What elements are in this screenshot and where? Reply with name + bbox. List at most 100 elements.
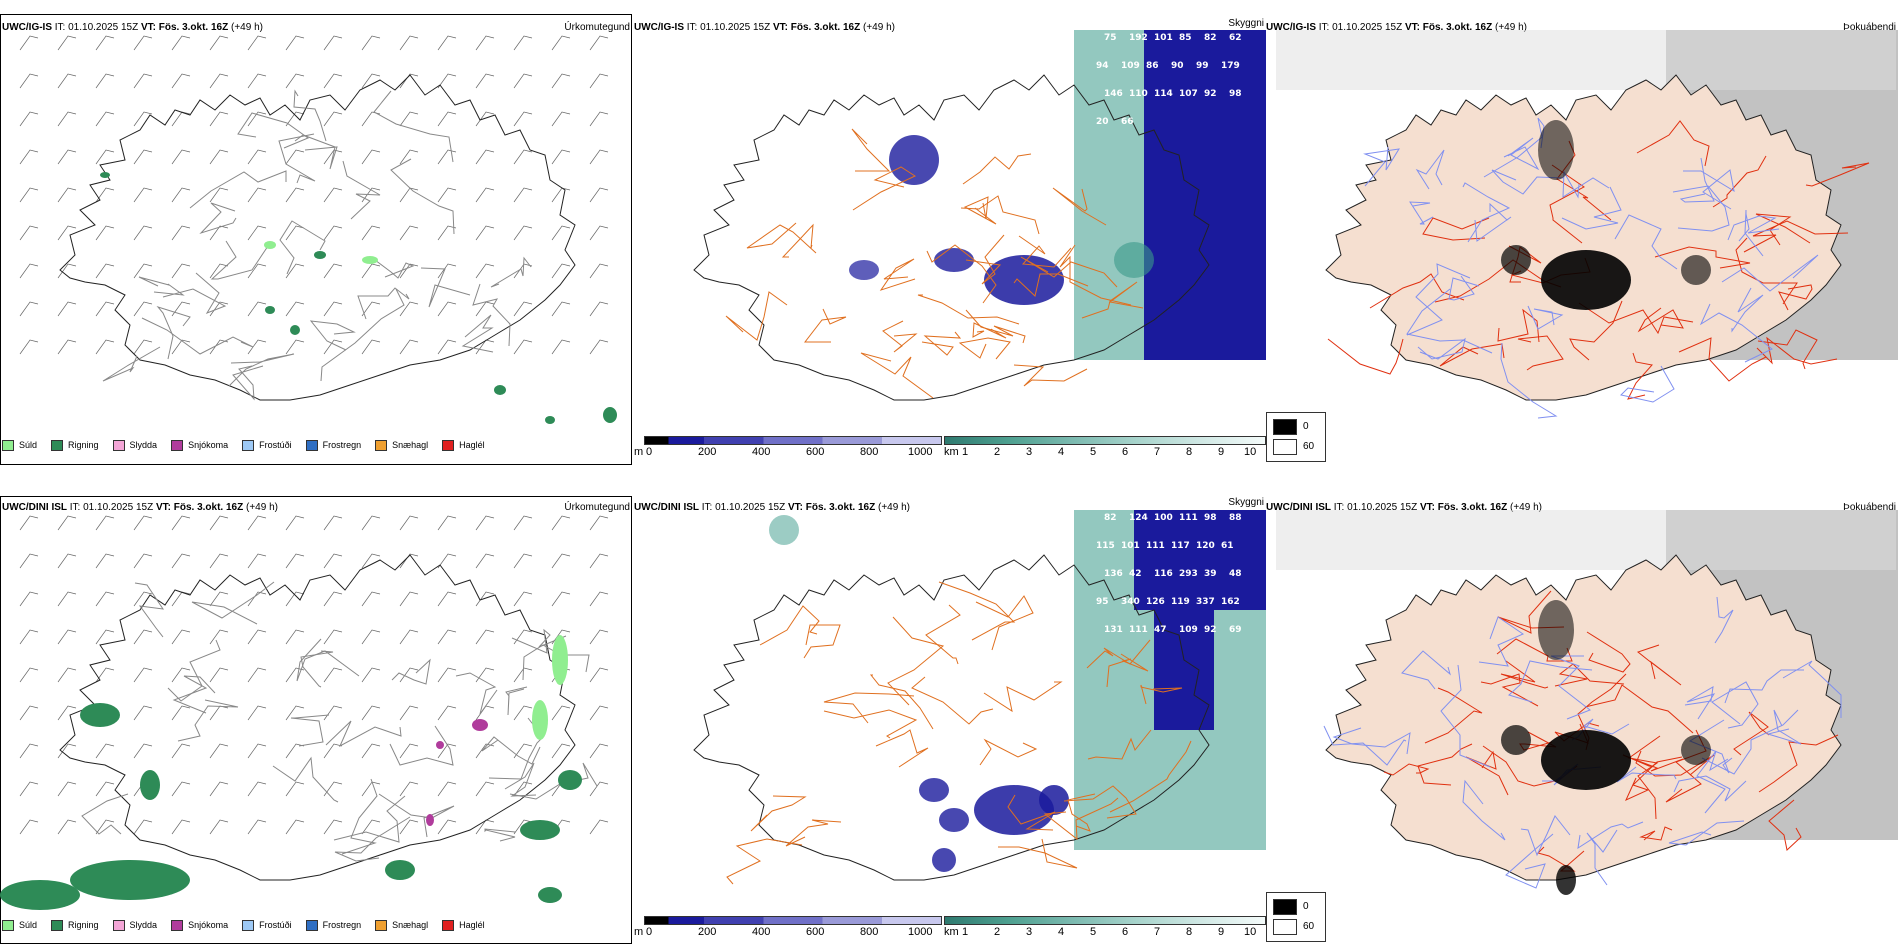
valid-time: Fös. 3.okt. 16Z (158, 22, 229, 33)
visibility-value: 62 (1229, 33, 1242, 43)
it-label: IT: (54, 22, 66, 33)
legend-item: Frostregn (305, 439, 361, 451)
visibility-value: 75 (1104, 33, 1117, 43)
elevation-colorbar: m 0 200 400 600 800 1000 (634, 436, 944, 460)
visibility-value: 179 (1221, 61, 1240, 71)
product-title: Úrkomutegund (564, 22, 630, 33)
visibility-value: 117 (1171, 541, 1190, 551)
legend-item: Frostúði (242, 439, 292, 451)
elevation-colorbar: m 0 200 400 600 800 1000 (634, 916, 944, 940)
visibility-value: 337 (1196, 597, 1215, 607)
visibility-value: 85 (1179, 33, 1192, 43)
cbar-tick: 8 (1186, 926, 1193, 938)
legend-swatch (375, 919, 388, 931)
lead-time: (+49 h) (878, 502, 910, 513)
legend-swatch (2, 439, 14, 451)
cbar-tick: 200 (698, 446, 717, 458)
valid-time: Fös. 3.okt. 16Z (1422, 22, 1493, 33)
cbar-unit: km (944, 446, 959, 458)
panel-frame (0, 496, 632, 944)
visibility-value: 111 (1129, 625, 1148, 635)
cbar-tick: 600 (806, 926, 825, 938)
legend-swatch (242, 439, 255, 451)
legend-swatch (442, 919, 455, 931)
fog-legend-top: 0 (1303, 901, 1309, 912)
model-name: UWC/DINI ISL (634, 502, 699, 513)
lead-time: (+49 h) (1510, 502, 1542, 513)
product-title: Úrkomutegund (564, 502, 630, 513)
cbar-tick: 1 (962, 446, 969, 458)
legend-label: Snæhagl (392, 920, 429, 930)
legend-item: Snæhagl (375, 919, 429, 931)
vt-label: VT: (1404, 22, 1420, 33)
fog-legend: 0 60 (1266, 412, 1326, 462)
cbar-tick: 5 (1090, 446, 1097, 458)
visibility-map: 82 124 100 111 98 88 115 101 111 117 120 61 136 42 116… (693, 510, 1266, 885)
visibility-value: 98 (1229, 89, 1242, 99)
init-time: 01.10.2025 15Z (715, 502, 786, 513)
legend-item: Haglél (442, 919, 485, 931)
visibility-value: 88 (1229, 513, 1242, 523)
legend-label: Snæhagl (392, 440, 429, 450)
it-label: IT: (1333, 502, 1345, 513)
cbar-tick: 5 (1090, 926, 1097, 938)
fog-map (1276, 30, 1898, 419)
cbar-tick: 6 (1122, 926, 1129, 938)
row2-precip-panel (0, 496, 632, 944)
vt-label: VT: (787, 502, 803, 513)
visibility-value: 39 (1204, 569, 1217, 579)
legend-label: Haglél (459, 920, 485, 930)
visibility-value: 192 (1129, 33, 1148, 43)
cbar-tick: 1000 (908, 446, 933, 458)
legend-swatch (112, 919, 125, 931)
fog-legend-bottom: 60 (1303, 921, 1315, 932)
visibility-value: 92 (1204, 89, 1217, 99)
legend-item: Rigning (51, 919, 99, 931)
visibility-value: 107 (1179, 89, 1198, 99)
lead-time: (+49 h) (246, 502, 278, 513)
cbar-tick: 600 (806, 446, 825, 458)
cbar-tick: 4 (1058, 446, 1065, 458)
visibility-value: 100 (1154, 513, 1173, 523)
row1-fog-header: UWC/IG-IS IT: 01.10.2025 15Z VT: Fös. 3.… (1266, 22, 1527, 36)
legend-item: Frostregn (305, 919, 361, 931)
panel-frame (0, 14, 632, 465)
visibility-value: 95 (1096, 597, 1109, 607)
cbar-tick: 400 (752, 446, 771, 458)
cbar-tick: 0 (646, 446, 653, 458)
visibility-value: 115 (1096, 541, 1115, 551)
valid-time: Fös. 3.okt. 16Z (790, 22, 861, 33)
row1-precip-header: UWC/IG-IS IT: 01.10.2025 15Z VT: Fös. 3.… (2, 22, 263, 36)
valid-time: Fös. 3.okt. 16Z (173, 502, 244, 513)
visibility-value: 119 (1171, 597, 1190, 607)
visibility-value: 82 (1104, 513, 1117, 523)
init-time: 01.10.2025 15Z (700, 22, 771, 33)
visibility-value: 90 (1171, 61, 1184, 71)
row2-precip-header: UWC/DINI ISL IT: 01.10.2025 15Z VT: Fös.… (2, 502, 278, 516)
visibility-value: 20 (1096, 117, 1109, 127)
product-title: Þokuábendi (1843, 502, 1896, 513)
cbar-tick: 0 (646, 926, 653, 938)
visibility-value: 124 (1129, 513, 1148, 523)
legend-item: Slydda (112, 439, 157, 451)
legend-item: Frostúði (242, 919, 292, 931)
legend-swatch (375, 439, 388, 451)
fog-legend-bottom: 60 (1303, 441, 1315, 452)
legend-swatch (242, 919, 255, 931)
visibility-value: 340 (1121, 597, 1140, 607)
cbar-tick: 800 (860, 926, 879, 938)
legend-item: Snjókoma (171, 439, 228, 451)
legend-swatch (171, 439, 184, 451)
visibility-value: 136 (1104, 569, 1123, 579)
init-time: 01.10.2025 15Z (68, 22, 139, 33)
visibility-value: 69 (1229, 625, 1242, 635)
fog-legend-top: 0 (1303, 421, 1309, 432)
model-name: UWC/DINI ISL (2, 502, 67, 513)
legend-label: Frostúði (259, 920, 292, 930)
visibility-value: 98 (1204, 513, 1217, 523)
precip-legend: Súld Rigning Slydda Snjókoma Frostúði Frostre… (2, 917, 499, 933)
cbar-unit: m (634, 926, 644, 938)
legend-swatch (305, 919, 318, 931)
cbar-unit: km (944, 926, 959, 938)
legend-item: Haglél (442, 439, 485, 451)
